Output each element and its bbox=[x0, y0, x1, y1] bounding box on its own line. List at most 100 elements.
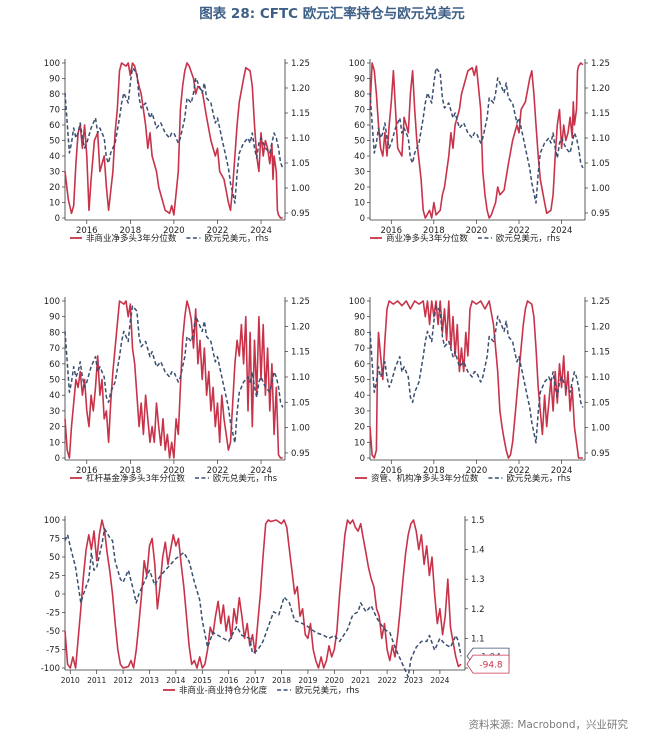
y-tick-label-left: 50 bbox=[49, 137, 60, 147]
end-label-box-divergence bbox=[466, 654, 510, 674]
y-tick-label-right: 1.15 bbox=[591, 348, 610, 358]
chart-4: 0 10 20 30 40 50 60 70 80 90 100 0.95 1.00 1.05 1.10 1.… bbox=[349, 297, 610, 484]
y-tick-label-left: 40 bbox=[49, 152, 60, 162]
x-tick-label: 2019 bbox=[298, 676, 317, 685]
y-tick-label-right: 1.05 bbox=[591, 159, 610, 169]
legend: 商业净多头3年分位数 欧元兑美元，rhs bbox=[370, 233, 561, 244]
y-tick-label-left: 40 bbox=[354, 152, 365, 162]
y-tick-label-left: 0 bbox=[360, 214, 365, 224]
y-tick-label-right: 1.20 bbox=[591, 84, 610, 94]
y-tick-label-left: 50 bbox=[49, 553, 60, 563]
x-tick-label: 2024 bbox=[430, 676, 449, 685]
y-tick-label-left: 50 bbox=[354, 137, 365, 147]
y-tick-label-right: 1.10 bbox=[591, 134, 610, 144]
y-tick-label-left: 100 bbox=[44, 297, 60, 307]
y-tick-label-left: 40 bbox=[49, 391, 60, 401]
x-tick-label: 2022 bbox=[207, 466, 229, 476]
legend-label-positioning: 非商业净多头3年分位数 bbox=[86, 233, 177, 244]
x-tick-label: 2011 bbox=[87, 676, 106, 685]
chart-1: 0 10 20 30 40 50 60 70 80 90 100 0.95 1.00 1.05 1.10 1.… bbox=[44, 59, 310, 244]
y-tick-label-left: -75 bbox=[46, 646, 60, 656]
x-tick-label: 2024 bbox=[551, 226, 573, 236]
y-tick-label-right: 0.95 bbox=[591, 209, 610, 219]
y-tick-label-right: 1.25 bbox=[591, 59, 610, 69]
y-tick-label-left: 100 bbox=[44, 516, 60, 526]
legend-label-eurusd: 欧元兑美元，rhs bbox=[213, 473, 278, 484]
y-tick-label-right: 1.00 bbox=[291, 184, 310, 194]
y-tick-label-right: 1.4 bbox=[471, 546, 485, 556]
y-tick-label-right: 1.25 bbox=[291, 297, 310, 307]
chart-3: 0 10 20 30 40 50 60 70 80 90 100 0.95 1.00 1.05 1.10 1.… bbox=[44, 297, 310, 484]
series-line-positioning bbox=[64, 519, 462, 669]
series-line-positioning bbox=[64, 300, 283, 459]
y-tick-label-right: 1.10 bbox=[291, 134, 310, 144]
y-tick-label-right: 1.20 bbox=[291, 84, 310, 94]
legend: 资管、机构净多头3年分位数 欧元兑美元，rhs bbox=[355, 473, 571, 484]
y-tick-label-right: 1.1 bbox=[471, 634, 485, 644]
y-tick-label-right: 1.00 bbox=[591, 424, 610, 434]
y-tick-label-left: 30 bbox=[354, 168, 365, 178]
series-line-positioning bbox=[64, 62, 283, 219]
y-tick-label-right: 1.25 bbox=[291, 59, 310, 69]
y-tick-label-left: 90 bbox=[49, 75, 60, 85]
y-tick-label-left: 80 bbox=[354, 328, 365, 338]
x-tick-label: 2023 bbox=[404, 676, 423, 685]
x-tick-label: 2024 bbox=[551, 466, 573, 476]
y-tick-label-left: 25 bbox=[49, 572, 60, 582]
series-line-eurusd bbox=[369, 305, 584, 444]
legend-label-positioning: 商业净多头3年分位数 bbox=[386, 233, 468, 244]
y-tick-label-right: 1.05 bbox=[291, 159, 310, 169]
y-tick-label-left: -25 bbox=[46, 609, 60, 619]
y-tick-label-right: 1.00 bbox=[291, 424, 310, 434]
y-tick-label-right: 0.95 bbox=[291, 449, 310, 459]
x-tick-label: 2018 bbox=[120, 466, 142, 476]
y-tick-label-left: 90 bbox=[49, 313, 60, 323]
chart-5: -100-75-50-25025507510011.11.21.31.41.52… bbox=[41, 516, 510, 696]
y-tick-label-left: 10 bbox=[354, 199, 365, 209]
legend-label-eurusd: 欧元兑美元，rhs bbox=[506, 473, 571, 484]
y-tick-label-right: 1.20 bbox=[591, 322, 610, 332]
y-tick-label-left: 0 bbox=[55, 590, 60, 600]
y-tick-label-left: 50 bbox=[354, 376, 365, 386]
y-tick-label-left: 70 bbox=[354, 106, 365, 116]
x-tick-label: 2018 bbox=[120, 226, 142, 236]
x-tick-label: 2010 bbox=[61, 676, 80, 685]
x-tick-label: 2012 bbox=[114, 676, 133, 685]
legend: 非商业-商业持仓分化度 欧元兑美元，rhs bbox=[163, 685, 360, 696]
y-tick-label-left: 60 bbox=[354, 360, 365, 370]
series-line-positioning bbox=[369, 300, 583, 459]
y-tick-label-right: 1.10 bbox=[291, 373, 310, 383]
legend-label-eurusd: 欧元兑美元，rhs bbox=[496, 233, 561, 244]
y-tick-label-right: 1.00 bbox=[591, 184, 610, 194]
x-tick-label: 2024 bbox=[250, 226, 272, 236]
y-tick-label-left: 0 bbox=[360, 454, 365, 464]
x-tick-label: 2022 bbox=[508, 466, 530, 476]
x-tick-label: 2018 bbox=[272, 676, 291, 685]
y-tick-label-right: 1.15 bbox=[591, 109, 610, 119]
y-tick-label-right: 1.15 bbox=[291, 348, 310, 358]
legend-label-eurusd: 欧元兑美元，rhs bbox=[204, 233, 269, 244]
x-tick-label: 2016 bbox=[76, 226, 98, 236]
x-tick-label: 2020 bbox=[466, 226, 488, 236]
x-tick-label: 2024 bbox=[250, 466, 272, 476]
y-tick-label-left: 20 bbox=[354, 183, 365, 193]
y-tick-label-left: 70 bbox=[354, 344, 365, 354]
y-tick-label-left: 10 bbox=[354, 438, 365, 448]
y-tick-label-left: 90 bbox=[354, 313, 365, 323]
x-tick-label: 2022 bbox=[207, 226, 229, 236]
y-tick-label-left: 100 bbox=[44, 59, 60, 69]
y-tick-label-right: 1.3 bbox=[471, 575, 485, 585]
series-line-positioning bbox=[369, 62, 584, 219]
legend: 杠杆基金净多头3年分位数 欧元兑美元，rhs bbox=[70, 473, 278, 484]
x-tick-label: 2021 bbox=[351, 676, 370, 685]
y-tick-label-left: 20 bbox=[49, 423, 60, 433]
y-tick-label-left: 0 bbox=[55, 454, 60, 464]
x-tick-label: 2022 bbox=[508, 226, 530, 236]
y-tick-label-left: 20 bbox=[49, 183, 60, 193]
x-tick-label: 2018 bbox=[423, 226, 445, 236]
y-tick-label-left: 70 bbox=[49, 344, 60, 354]
y-tick-label-right: 0.95 bbox=[291, 209, 310, 219]
y-tick-label-left: 20 bbox=[354, 423, 365, 433]
series-line-eurusd bbox=[64, 67, 284, 204]
